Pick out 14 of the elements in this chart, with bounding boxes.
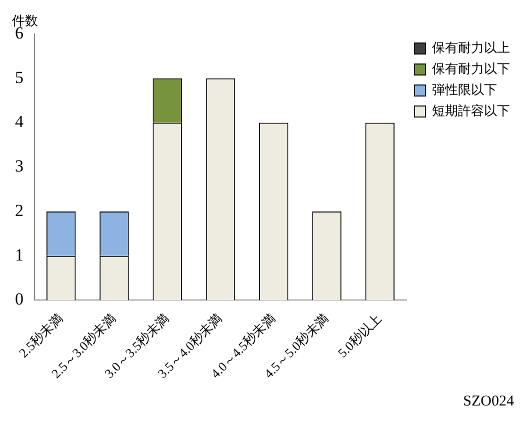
y-tick-label: 6 [15, 23, 24, 42]
y-tick-label: 1 [15, 245, 24, 264]
y-tick-label: 3 [15, 156, 24, 176]
legend-label: 保有耐力以下 [432, 62, 510, 77]
y-tick-label: 2 [15, 200, 24, 220]
x-tick-label: 2.5秒未満 [16, 310, 66, 360]
legend-label: 短期許容以下 [432, 102, 510, 119]
legend-label: 保有耐力以上 [432, 40, 510, 56]
y-tick-label: 0 [15, 290, 24, 309]
x-tick-label: 5.0秒以上 [334, 310, 384, 360]
y-tick-label: 5 [15, 68, 24, 87]
y-tick-label: 4 [15, 112, 24, 132]
legend-label: 弾性限以下 [432, 82, 497, 98]
text: SZO024 [463, 393, 514, 410]
